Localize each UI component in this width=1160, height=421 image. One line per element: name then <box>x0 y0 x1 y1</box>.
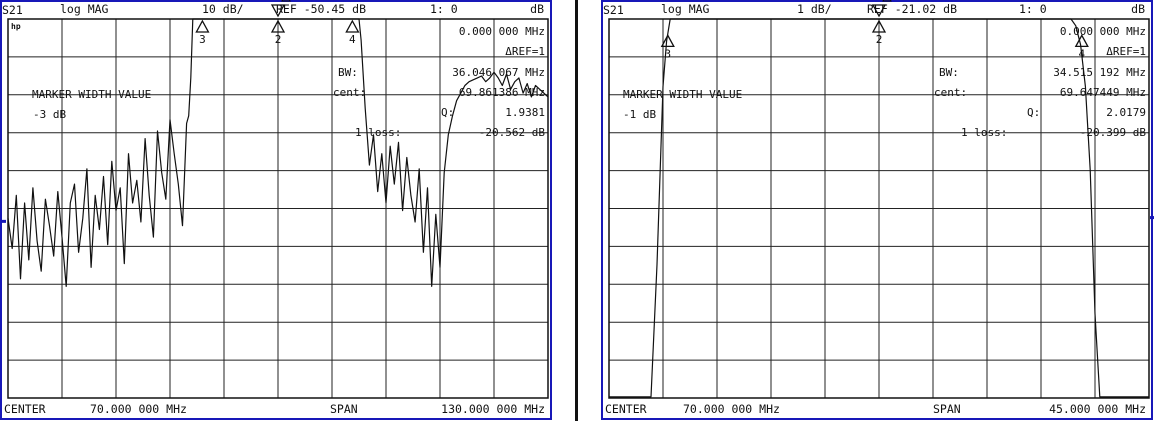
marker-3-label: 3 <box>664 47 671 60</box>
graticule <box>8 19 548 398</box>
trace-line <box>7 18 549 287</box>
reference-pointer <box>1150 216 1154 220</box>
marker-4-label: 4 <box>1078 47 1085 60</box>
marker-1-label: 1 <box>276 0 281 1</box>
span-label: SPAN <box>933 402 961 416</box>
center-value: 70.000 000 MHz <box>90 402 187 416</box>
header-scale: 10 dB/ <box>202 2 244 16</box>
bw-label: BW: <box>338 66 358 79</box>
delta-ref: ΔREF=1 <box>1106 45 1146 58</box>
header-ref: REF -21.02 dB <box>867 2 957 16</box>
marker-1-symbol <box>270 4 286 18</box>
q-label: Q: <box>1027 106 1040 119</box>
bw-value: 34.515 192 MHz <box>1053 66 1146 79</box>
span-value: 130.000 000 MHz <box>441 402 545 416</box>
marker-2-symbol <box>871 19 887 33</box>
q-label: Q: <box>441 106 454 119</box>
marker-2-label: 2 <box>275 33 282 46</box>
delta-ref: ΔREF=1 <box>505 45 545 58</box>
marker-frequency: 0.000 000 MHz <box>1060 25 1146 38</box>
marker-4-symbol <box>1074 34 1089 48</box>
header-param: S21 <box>603 3 624 17</box>
panel-divider <box>575 0 578 421</box>
loss-label: 1 loss: <box>961 126 1007 139</box>
header-format: log MAG <box>661 2 710 16</box>
span-label: SPAN <box>330 402 358 416</box>
bw-value: 36.046 067 MHz <box>452 66 545 79</box>
loss-value: -20.399 dB <box>1080 126 1147 139</box>
right-chart-svg: S21 log MAG 1 dB/REF -21.02 dB 1: 0 dB 0.000 … <box>601 0 1154 420</box>
marker-4-symbol <box>345 19 360 33</box>
center-value: 70.000 000 MHz <box>683 402 780 416</box>
width-value: -3 dB <box>33 108 66 121</box>
header-unit: dB <box>530 2 544 16</box>
marker-3-symbol <box>660 34 675 48</box>
marker-1-symbol <box>871 4 887 18</box>
center-label: CENTER <box>4 402 46 416</box>
loss-value: -20.562 dB <box>479 126 546 139</box>
trace-line <box>609 18 1149 398</box>
marker-frequency: 0.000 000 MHz <box>459 25 545 38</box>
q-value: 2.0179 <box>1106 106 1146 119</box>
header-marker: 1: 0 <box>1019 2 1047 16</box>
cent-value: 69.861386 MHz <box>459 86 545 99</box>
header-scale: 1 dB/ <box>797 2 832 16</box>
marker-4-label: 4 <box>349 33 356 46</box>
header-unit: dB <box>1131 2 1145 16</box>
delta-ref-symbol <box>281 0 291 2</box>
marker-mode-label: MARKER WIDTH VALUE <box>32 88 151 101</box>
cent-value: 69.647449 MHz <box>1060 86 1146 99</box>
marker-2-symbol <box>270 19 286 33</box>
delta-ref-symbol <box>882 0 892 2</box>
header-marker: 1: 0 <box>430 2 458 16</box>
center-label: CENTER <box>605 402 647 416</box>
header-format: log MAG <box>60 2 109 16</box>
left-chart-panel: S21 log MAG 10 dB/REF -50.45 dB 1: 0 dB hp 0.0… <box>0 0 552 421</box>
panel-frame <box>0 0 552 420</box>
marker-2-label: 2 <box>876 33 883 46</box>
marker-1-label: 1 <box>877 0 882 1</box>
bw-label: BW: <box>939 66 959 79</box>
cent-label: cent: <box>333 86 366 99</box>
marker-3-symbol <box>195 19 210 33</box>
right-chart-panel: S21 log MAG 1 dB/REF -21.02 dB 1: 0 dB 0.000 … <box>601 0 1154 421</box>
width-value: -1 dB <box>623 108 656 121</box>
reference-pointer <box>2 219 6 223</box>
cent-label: cent: <box>934 86 967 99</box>
header-ref: REF -50.45 dB <box>276 2 366 16</box>
marker-mode-label: MARKER WIDTH VALUE <box>623 88 742 101</box>
span-value: 45.000 000 MHz <box>1049 402 1146 416</box>
header-param: S21 <box>2 3 23 17</box>
loss-label: 1 loss: <box>355 126 401 139</box>
q-value: 1.9381 <box>505 106 545 119</box>
left-chart-svg: S21 log MAG 10 dB/REF -50.45 dB 1: 0 dB hp 0.0… <box>0 0 552 420</box>
graticule <box>609 19 1149 398</box>
marker-3-label: 3 <box>199 33 206 46</box>
hp-logo: hp <box>11 22 21 31</box>
panel-frame <box>601 0 1153 420</box>
